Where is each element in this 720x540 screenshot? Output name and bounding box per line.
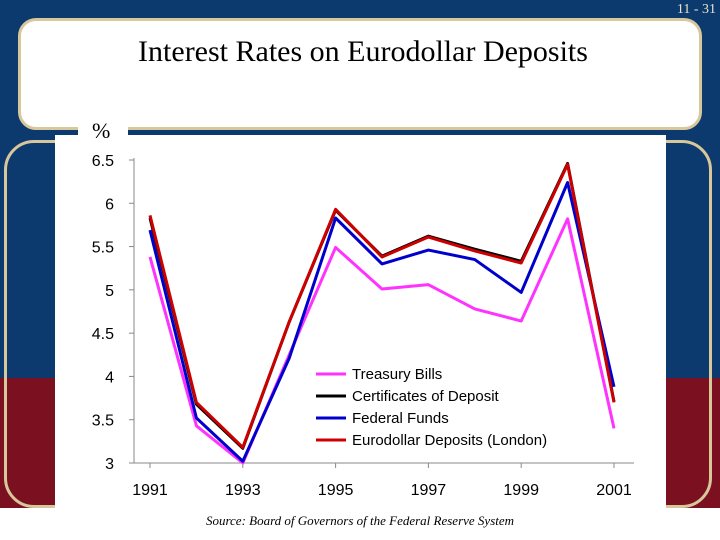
- slide-title: Interest Rates on Eurodollar Deposits: [138, 35, 588, 68]
- y-tick-label: 6.5: [92, 153, 114, 170]
- legend-label: Treasury Bills: [352, 366, 442, 383]
- x-tick-label: 1995: [318, 482, 354, 499]
- legend-label: Eurodollar Deposits (London): [352, 432, 547, 449]
- x-tick-label: 1991: [132, 482, 168, 499]
- source-note: Source: Board of Governors of the Federa…: [205, 513, 515, 528]
- x-tick-label: 1993: [225, 482, 261, 499]
- series-line-0: [148, 217, 616, 465]
- y-tick-label: 4: [105, 369, 114, 386]
- y-tick-label: 3: [105, 456, 114, 473]
- y-axis-unit-label: %: [92, 118, 111, 143]
- x-tick-label: 2001: [596, 482, 632, 499]
- y-tick-label: 4.5: [92, 326, 114, 343]
- unit-tab: [78, 118, 128, 150]
- chart-legend: Treasury Bills Certificates of Deposit Fed…: [316, 366, 547, 449]
- y-tick-label: 6: [105, 196, 114, 213]
- y-tick-label: 5.5: [92, 240, 114, 257]
- page-number: 11 - 31: [676, 2, 716, 17]
- chart-series-lines: [148, 161, 616, 465]
- series-line-1: [148, 161, 616, 450]
- legend-label: Federal Funds: [352, 410, 449, 427]
- y-tick-label: 5: [105, 283, 114, 300]
- series-line-3: [148, 162, 616, 449]
- x-tick-label: 1997: [411, 482, 447, 499]
- chart-panel: [55, 135, 666, 515]
- y-tick-label: 3.5: [92, 413, 114, 430]
- x-tick-label: 1999: [503, 482, 539, 499]
- series-line-2: [148, 181, 616, 463]
- chart-axes: 3 3.5 4 4.5 5 5.5 6 6.5 1991 1993 1995 1997 1999 2001: [92, 153, 634, 499]
- legend-label: Certificates of Deposit: [352, 388, 500, 405]
- title-box: Interest Rates on Eurodollar Deposits: [18, 18, 702, 130]
